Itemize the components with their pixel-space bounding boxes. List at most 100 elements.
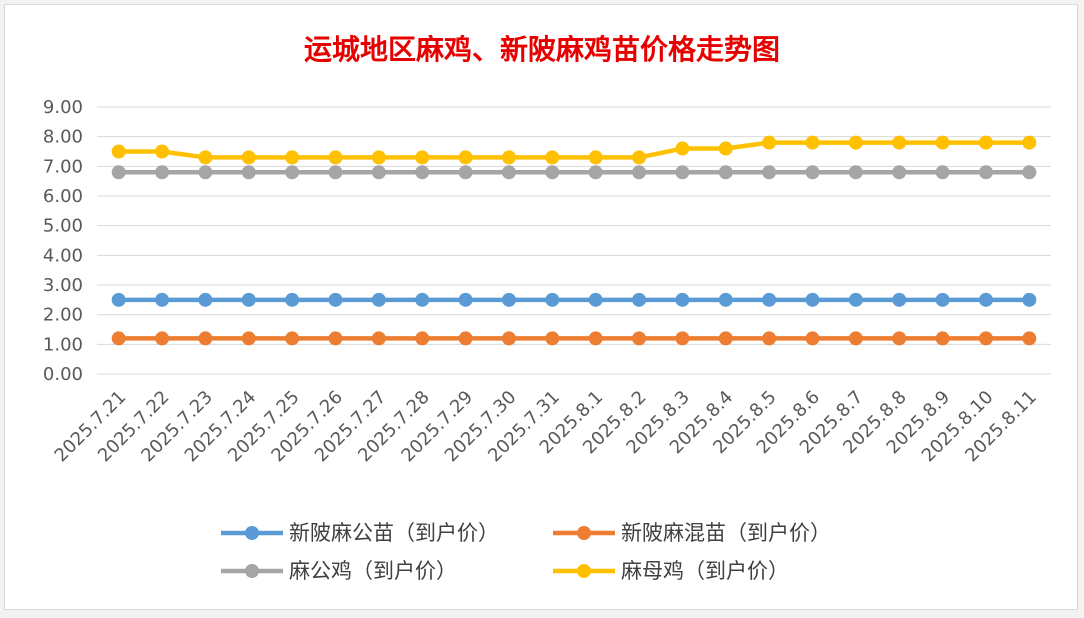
line-chart: 运城地区麻鸡、新陂麻鸡苗价格走势图 0.00 1.00 2.00 3.00 4.00 5.… <box>43 33 1051 583</box>
data-point <box>241 292 256 307</box>
data-point <box>285 292 300 307</box>
data-point <box>415 292 430 307</box>
data-point <box>892 331 907 346</box>
data-point <box>458 331 473 346</box>
legend-item: 麻公鸡（到户价） <box>221 559 457 583</box>
series-1 <box>111 292 1037 307</box>
data-point <box>675 141 690 156</box>
data-point <box>588 292 603 307</box>
y-tick-label: 4.00 <box>43 245 83 266</box>
data-point <box>458 292 473 307</box>
data-point <box>718 165 733 180</box>
y-tick-label: 1.00 <box>43 334 83 355</box>
data-point <box>111 331 126 346</box>
data-point <box>328 292 343 307</box>
data-point <box>545 150 560 165</box>
chart-container: 运城地区麻鸡、新陂麻鸡苗价格走势图 0.00 1.00 2.00 3.00 4.00 5.… <box>4 4 1078 610</box>
legend-item: 新陂麻公苗（到户价） <box>221 521 499 545</box>
legend-marker <box>577 564 591 578</box>
data-point <box>545 292 560 307</box>
y-tick-label: 0.00 <box>43 364 83 385</box>
data-point <box>458 165 473 180</box>
data-point <box>285 165 300 180</box>
legend-marker <box>245 526 259 540</box>
series-line <box>118 140 1030 160</box>
data-point <box>675 165 690 180</box>
data-point <box>805 165 820 180</box>
y-tick-label: 2.00 <box>43 305 83 326</box>
data-point <box>632 331 647 346</box>
data-point <box>675 331 690 346</box>
legend-label: 新陂麻混苗（到户价） <box>621 521 831 545</box>
data-point <box>588 165 603 180</box>
data-point <box>285 331 300 346</box>
legend-marker <box>245 564 259 578</box>
series-4 <box>111 135 1037 165</box>
data-point <box>805 331 820 346</box>
data-point <box>805 292 820 307</box>
data-point <box>328 150 343 165</box>
gridlines <box>97 106 1051 375</box>
data-point <box>501 165 516 180</box>
data-point <box>935 331 950 346</box>
data-point <box>111 292 126 307</box>
data-point <box>632 292 647 307</box>
y-tick-label: 9.00 <box>43 97 83 118</box>
data-point <box>848 292 863 307</box>
data-point <box>371 292 386 307</box>
data-point <box>935 165 950 180</box>
data-point <box>545 331 560 346</box>
data-point <box>501 331 516 346</box>
data-point <box>155 331 170 346</box>
y-tick-label: 8.00 <box>43 127 83 148</box>
data-point <box>935 135 950 150</box>
data-point <box>978 165 993 180</box>
data-point <box>892 292 907 307</box>
legend-label: 新陂麻公苗（到户价） <box>289 521 499 545</box>
legend-item: 麻母鸡（到户价） <box>553 559 789 583</box>
data-point <box>371 150 386 165</box>
data-point <box>848 165 863 180</box>
data-point <box>458 150 473 165</box>
data-point <box>415 165 430 180</box>
data-point <box>848 331 863 346</box>
data-point <box>415 150 430 165</box>
chart-title: 运城地区麻鸡、新陂麻鸡苗价格走势图 <box>304 33 780 66</box>
data-point <box>718 292 733 307</box>
legend-item: 新陂麻混苗（到户价） <box>553 521 831 545</box>
data-point <box>892 165 907 180</box>
data-point <box>762 292 777 307</box>
data-point <box>805 135 820 150</box>
data-point <box>1022 292 1037 307</box>
data-point <box>1022 135 1037 150</box>
y-tick-label: 5.00 <box>43 216 83 237</box>
data-point <box>1022 165 1037 180</box>
y-axis-ticks: 0.00 1.00 2.00 3.00 4.00 5.00 6.00 7.00 8.00 9.00 <box>43 97 83 385</box>
data-point <box>328 331 343 346</box>
data-point <box>501 292 516 307</box>
data-point <box>415 331 430 346</box>
data-point <box>848 135 863 150</box>
data-point <box>762 165 777 180</box>
data-point <box>198 150 213 165</box>
data-point <box>155 165 170 180</box>
y-tick-label: 7.00 <box>43 156 83 177</box>
data-point <box>241 150 256 165</box>
data-point <box>545 165 560 180</box>
legend-label: 麻公鸡（到户价） <box>289 559 457 583</box>
legend: 新陂麻公苗（到户价） 新陂麻混苗（到户价） 麻公鸡（到户价） 麻母鸡（到户价） <box>221 521 831 583</box>
data-point <box>762 135 777 150</box>
y-tick-label: 3.00 <box>43 275 83 296</box>
data-point <box>111 144 126 159</box>
data-point <box>241 331 256 346</box>
data-point <box>978 331 993 346</box>
data-point <box>198 331 213 346</box>
data-point <box>978 135 993 150</box>
data-point <box>198 292 213 307</box>
data-point <box>155 292 170 307</box>
series-group <box>111 135 1037 346</box>
data-point <box>892 135 907 150</box>
data-point <box>632 165 647 180</box>
data-point <box>111 165 126 180</box>
data-point <box>632 150 647 165</box>
